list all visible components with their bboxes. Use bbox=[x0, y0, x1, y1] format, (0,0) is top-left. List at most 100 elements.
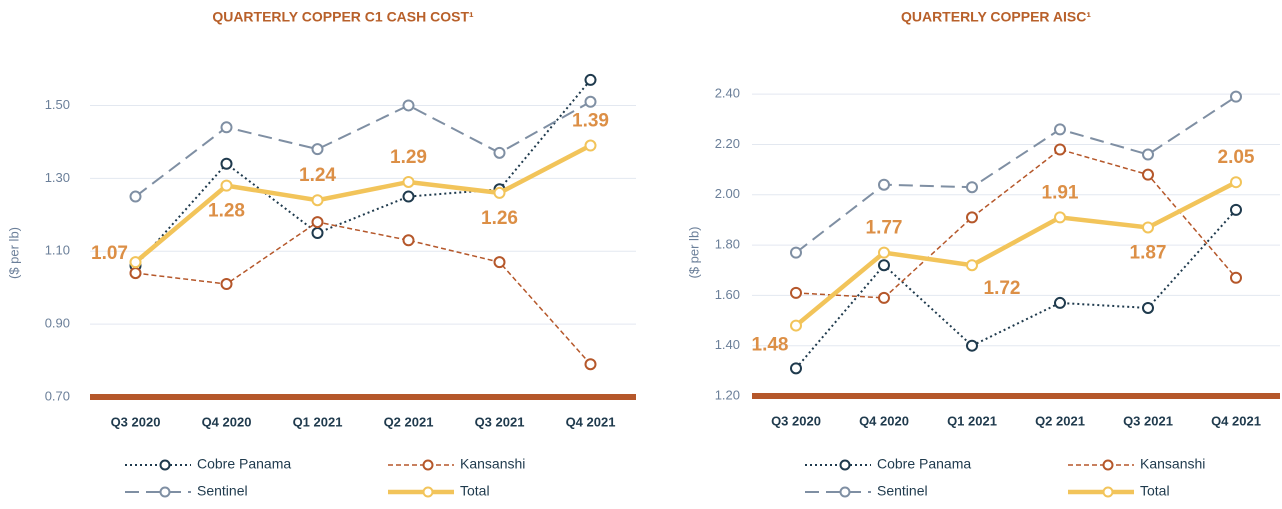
series-line bbox=[795, 148, 1237, 299]
data-label: 1.26 bbox=[481, 208, 518, 229]
legend-label: Cobre Panama bbox=[877, 456, 971, 472]
series-line bbox=[134, 100, 591, 198]
point bbox=[584, 139, 597, 152]
data-label: 1.72 bbox=[984, 278, 1021, 299]
x-tick-label: Q4 2021 bbox=[566, 414, 616, 429]
legend-label: Total bbox=[1140, 483, 1170, 499]
y-axis-label: ($ per lb) bbox=[6, 227, 21, 279]
point bbox=[1230, 271, 1242, 284]
point bbox=[1054, 123, 1066, 136]
point bbox=[402, 234, 415, 247]
y-tick-label: 0.90 bbox=[45, 316, 70, 331]
point bbox=[1054, 143, 1066, 156]
series-line bbox=[134, 143, 592, 264]
y-axis-label: ($ per lb) bbox=[686, 226, 701, 278]
x-tick-label: Q3 2021 bbox=[1123, 413, 1173, 428]
legend-label: Total bbox=[460, 483, 490, 499]
legend-marker bbox=[159, 486, 171, 498]
legend-marker bbox=[839, 486, 851, 498]
y-tick-label: 1.20 bbox=[715, 387, 740, 402]
point bbox=[402, 99, 415, 112]
legend-label: Sentinel bbox=[197, 483, 248, 499]
point bbox=[790, 246, 802, 259]
point bbox=[402, 190, 415, 203]
data-label: 1.28 bbox=[208, 201, 245, 222]
point bbox=[790, 286, 802, 299]
data-label: 1.24 bbox=[299, 165, 336, 186]
y-tick-label: 2.20 bbox=[715, 136, 740, 151]
legend-marker bbox=[839, 459, 851, 471]
point bbox=[1142, 168, 1154, 181]
point bbox=[1142, 301, 1154, 314]
point bbox=[966, 259, 978, 272]
x-tick-label: Q3 2021 bbox=[475, 414, 525, 429]
point bbox=[966, 211, 978, 224]
data-label: 1.29 bbox=[390, 147, 427, 168]
y-tick-label: 2.00 bbox=[715, 186, 740, 201]
series-line bbox=[794, 180, 1238, 328]
x-tick-label: Q1 2021 bbox=[293, 414, 343, 429]
legend-label: Kansanshi bbox=[1140, 456, 1205, 472]
point bbox=[129, 190, 142, 203]
y-tick-label: 0.70 bbox=[45, 388, 70, 403]
x-tick-label: Q4 2020 bbox=[202, 414, 252, 429]
y-tick-label: 1.60 bbox=[715, 287, 740, 302]
x-tick-label: Q4 2021 bbox=[1211, 413, 1261, 428]
point bbox=[878, 259, 890, 272]
point bbox=[220, 157, 233, 170]
x-tick-label: Q2 2021 bbox=[384, 414, 434, 429]
x-tick-label: Q4 2020 bbox=[859, 413, 909, 428]
data-label: 1.39 bbox=[572, 111, 609, 132]
point bbox=[1230, 203, 1242, 216]
y-tick-label: 1.80 bbox=[715, 237, 740, 252]
chart-title: QUARTERLY COPPER C1 CASH COST¹ bbox=[212, 9, 474, 25]
y-tick-label: 1.40 bbox=[715, 337, 740, 352]
y-tick-label: 1.10 bbox=[45, 243, 70, 258]
chart-title: QUARTERLY COPPER AISC¹ bbox=[901, 9, 1091, 25]
point bbox=[1054, 296, 1066, 309]
series-line bbox=[135, 221, 592, 365]
y-tick-label: 2.40 bbox=[715, 86, 740, 101]
point bbox=[402, 175, 415, 188]
point bbox=[493, 256, 506, 269]
data-label: 1.48 bbox=[752, 335, 789, 356]
point bbox=[878, 178, 890, 191]
data-label: 1.07 bbox=[91, 243, 128, 264]
x-tick-label: Q3 2020 bbox=[111, 414, 161, 429]
point bbox=[1142, 221, 1154, 234]
point bbox=[790, 319, 802, 332]
y-tick-label: 1.30 bbox=[45, 170, 70, 185]
legend-marker bbox=[422, 486, 434, 498]
series-line bbox=[134, 79, 592, 267]
point bbox=[1230, 176, 1242, 189]
legend-marker bbox=[1102, 459, 1114, 471]
x-tick-label: Q3 2020 bbox=[771, 413, 821, 428]
data-label: 2.05 bbox=[1218, 147, 1255, 168]
point bbox=[311, 227, 324, 239]
legend-label: Kansanshi bbox=[460, 456, 525, 472]
point bbox=[790, 362, 802, 375]
point bbox=[1054, 211, 1066, 224]
point bbox=[878, 291, 890, 304]
series-line bbox=[795, 95, 1237, 254]
legend-label: Cobre Panama bbox=[197, 456, 291, 472]
legend-marker bbox=[1102, 486, 1114, 498]
point bbox=[220, 278, 233, 291]
point bbox=[311, 143, 324, 156]
point bbox=[1230, 90, 1242, 103]
point bbox=[129, 267, 142, 280]
x-tick-label: Q1 2021 bbox=[947, 413, 997, 428]
point bbox=[584, 73, 597, 86]
legend-label: Sentinel bbox=[877, 483, 928, 499]
point bbox=[584, 358, 597, 371]
data-label: 1.87 bbox=[1130, 242, 1167, 263]
data-label: 1.91 bbox=[1042, 182, 1079, 203]
point bbox=[878, 246, 890, 259]
point bbox=[584, 95, 597, 108]
point bbox=[129, 256, 142, 269]
legend-marker bbox=[159, 459, 171, 471]
point bbox=[311, 216, 324, 229]
x-tick-label: Q2 2021 bbox=[1035, 413, 1085, 428]
